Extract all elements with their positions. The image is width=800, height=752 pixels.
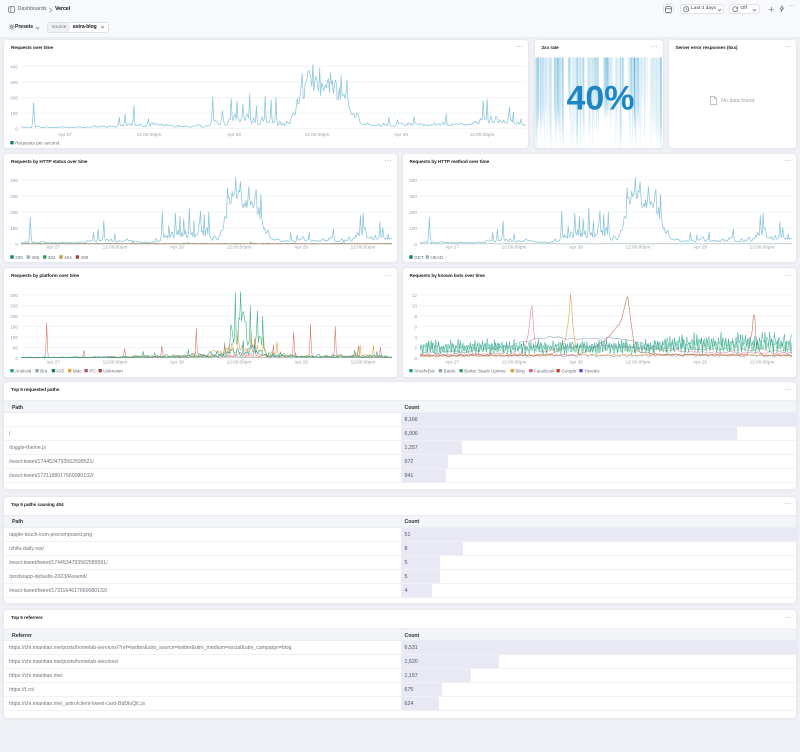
svg-text:200: 200 <box>10 314 18 319</box>
svg-text:206: 206 <box>31 254 39 259</box>
svg-text:499: 499 <box>81 254 89 259</box>
svg-text:Requests per second: Requests per second <box>15 140 60 145</box>
svg-text:0: 0 <box>414 241 417 246</box>
svg-text:Apr 27: Apr 27 <box>445 360 459 365</box>
svg-text:12:00:00pm: 12:00:00pm <box>227 360 252 365</box>
svg-text:12:00:00pm: 12:00:00pm <box>501 244 526 249</box>
svg-text:12:00:00pm: 12:00:00pm <box>501 360 526 365</box>
svg-text:12:00:00pm: 12:00:00pm <box>103 360 128 365</box>
svg-text:12:00:00pm: 12:00:00pm <box>351 360 376 365</box>
svg-text:4: 4 <box>414 335 417 340</box>
svg-text:150: 150 <box>10 324 18 329</box>
svg-text:12:00:00pm: 12:00:00pm <box>305 132 330 137</box>
svg-text:Apr 28: Apr 28 <box>170 360 184 365</box>
svg-text:0: 0 <box>414 356 417 361</box>
svg-text:Apr 29: Apr 29 <box>294 360 308 365</box>
svg-text:Apr 28: Apr 28 <box>569 360 583 365</box>
svg-text:GET: GET <box>414 254 424 259</box>
svg-text:Facebook: Facebook <box>534 369 555 374</box>
svg-text:Apr 29: Apr 29 <box>394 132 408 137</box>
svg-text:Apr 27: Apr 27 <box>58 132 72 137</box>
svg-text:12: 12 <box>411 293 417 298</box>
svg-text:10: 10 <box>411 303 417 308</box>
svg-text:8: 8 <box>414 314 417 319</box>
svg-text:Android: Android <box>15 369 32 374</box>
svg-text:AhrefsBot: AhrefsBot <box>414 369 435 374</box>
svg-text:304: 304 <box>48 254 56 259</box>
svg-text:Apr 27: Apr 27 <box>46 360 60 365</box>
svg-text:Bot: Bot <box>40 369 48 374</box>
svg-text:12:00:00pm: 12:00:00pm <box>351 244 376 249</box>
svg-text:300: 300 <box>10 193 18 198</box>
svg-text:12:00:00pm: 12:00:00pm <box>625 244 650 249</box>
svg-text:Google: Google <box>561 369 577 374</box>
svg-text:200: 200 <box>409 209 417 214</box>
svg-text:50: 50 <box>13 345 19 350</box>
svg-text:0: 0 <box>15 356 18 361</box>
svg-text:Apr 29: Apr 29 <box>693 360 707 365</box>
svg-text:HEAD: HEAD <box>430 254 444 259</box>
svg-text:200: 200 <box>10 209 18 214</box>
svg-text:Apr 29: Apr 29 <box>294 244 308 249</box>
svg-text:200: 200 <box>10 95 18 100</box>
svg-text:300: 300 <box>409 193 417 198</box>
svg-text:2: 2 <box>414 345 417 350</box>
svg-text:6: 6 <box>414 324 417 329</box>
svg-text:300: 300 <box>10 79 18 84</box>
svg-text:Apr 28: Apr 28 <box>227 132 241 137</box>
svg-text:Apr 28: Apr 28 <box>569 244 583 249</box>
svg-text:Mac: Mac <box>73 369 83 374</box>
svg-text:100: 100 <box>409 225 417 230</box>
svg-text:404: 404 <box>64 254 72 259</box>
svg-text:300: 300 <box>10 293 18 298</box>
svg-text:PC: PC <box>89 369 96 374</box>
svg-text:100: 100 <box>10 335 18 340</box>
svg-text:Apr 27: Apr 27 <box>46 244 60 249</box>
svg-text:12:00:00pm: 12:00:00pm <box>625 360 650 365</box>
svg-text:iOS: iOS <box>57 369 65 374</box>
svg-text:12:00:00pm: 12:00:00pm <box>137 132 162 137</box>
svg-text:Bing: Bing <box>515 369 525 374</box>
svg-text:0: 0 <box>15 126 18 131</box>
svg-text:100: 100 <box>10 225 18 230</box>
svg-text:0: 0 <box>15 241 18 246</box>
svg-text:Better Stack Uptime: Better Stack Uptime <box>464 369 506 374</box>
svg-text:12:00:00pm: 12:00:00pm <box>227 244 252 249</box>
svg-text:200: 200 <box>15 254 23 259</box>
svg-text:12:00:00pm: 12:00:00pm <box>749 244 774 249</box>
svg-text:12:00:00pm: 12:00:00pm <box>103 244 128 249</box>
svg-text:Unknown: Unknown <box>103 369 123 374</box>
svg-text:400: 400 <box>409 177 417 182</box>
svg-text:40%: 40% <box>566 79 634 117</box>
svg-text:Apr 28: Apr 28 <box>170 244 184 249</box>
svg-text:400: 400 <box>10 177 18 182</box>
svg-text:12:00:00pm: 12:00:00pm <box>749 360 774 365</box>
svg-text:Apr 27: Apr 27 <box>445 244 459 249</box>
svg-text:250: 250 <box>10 303 18 308</box>
svg-text:400: 400 <box>10 64 18 69</box>
svg-text:Apr 29: Apr 29 <box>693 244 707 249</box>
svg-text:12:00:00pm: 12:00:00pm <box>470 132 495 137</box>
svg-text:100: 100 <box>10 110 18 115</box>
svg-text:Yandex: Yandex <box>584 369 600 374</box>
svg-text:Baidu: Baidu <box>443 369 455 374</box>
